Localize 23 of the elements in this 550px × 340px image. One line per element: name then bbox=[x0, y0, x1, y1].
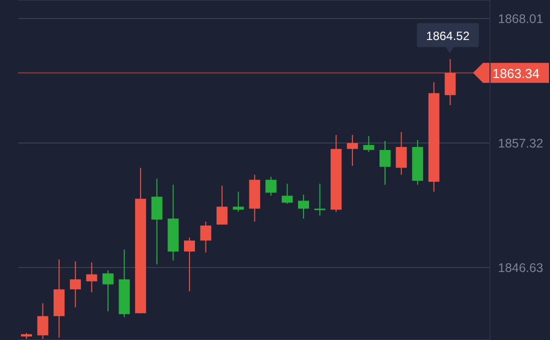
candlestick bbox=[102, 270, 114, 312]
y-tick-label: 1868.01 bbox=[498, 12, 544, 26]
candlestick bbox=[37, 302, 48, 340]
candlestick bbox=[314, 183, 326, 216]
candlestick bbox=[380, 140, 391, 186]
candlestick bbox=[184, 237, 195, 292]
candlestick bbox=[70, 260, 81, 308]
annotation: 1864.52 bbox=[426, 29, 470, 44]
candlestick bbox=[444, 58, 456, 106]
candlestick bbox=[151, 178, 162, 265]
candlestick bbox=[200, 221, 212, 253]
candlestick bbox=[396, 132, 407, 176]
candlestick bbox=[86, 262, 98, 293]
y-tick-label: 1857.32 bbox=[498, 136, 544, 150]
candlestick bbox=[265, 176, 276, 196]
candlestick bbox=[346, 134, 358, 166]
candlestick bbox=[298, 194, 310, 220]
candlestick bbox=[216, 185, 228, 226]
candlestick bbox=[363, 136, 374, 152]
candlestick bbox=[282, 183, 293, 204]
y-tick-label: 1846.63 bbox=[498, 260, 544, 275]
candlestick bbox=[232, 191, 244, 212]
ref-line-label: 1863.34 bbox=[492, 66, 540, 81]
